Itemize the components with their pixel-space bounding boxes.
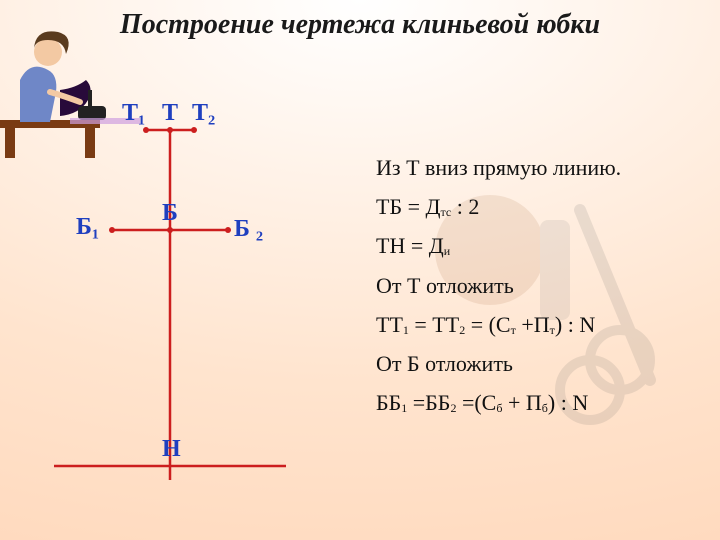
body-p5: ТТ1 = ТТ2 = (Ст +Пт) : N: [350, 307, 690, 342]
label-T: Т: [162, 100, 178, 127]
diagram-svg: [40, 100, 340, 500]
body-p2: ТБ = Дтс : 2: [350, 189, 690, 224]
body-p7: ББ1 =ББ2 =(Сб + Пб) : N: [350, 385, 690, 420]
diagram: Т₁ Т Т₂ Б₁ Б Б ₂ Н: [40, 100, 340, 500]
body-p4: От Т отложить: [350, 268, 690, 303]
body-text: Из Т вниз прямую линию. ТБ = Дтс : 2 ТН …: [350, 150, 690, 424]
body-p1: Из Т вниз прямую линию.: [350, 150, 690, 185]
label-T1: Т₁: [122, 100, 145, 127]
label-B1: Б₁: [76, 214, 99, 241]
label-T2: Т₂: [192, 100, 215, 127]
label-B: Б: [162, 200, 178, 227]
label-B2: Б ₂: [234, 216, 263, 243]
body-p3: ТН = Ди: [350, 228, 690, 263]
label-H: Н: [162, 436, 181, 463]
body-p6: От Б отложить: [350, 346, 690, 381]
